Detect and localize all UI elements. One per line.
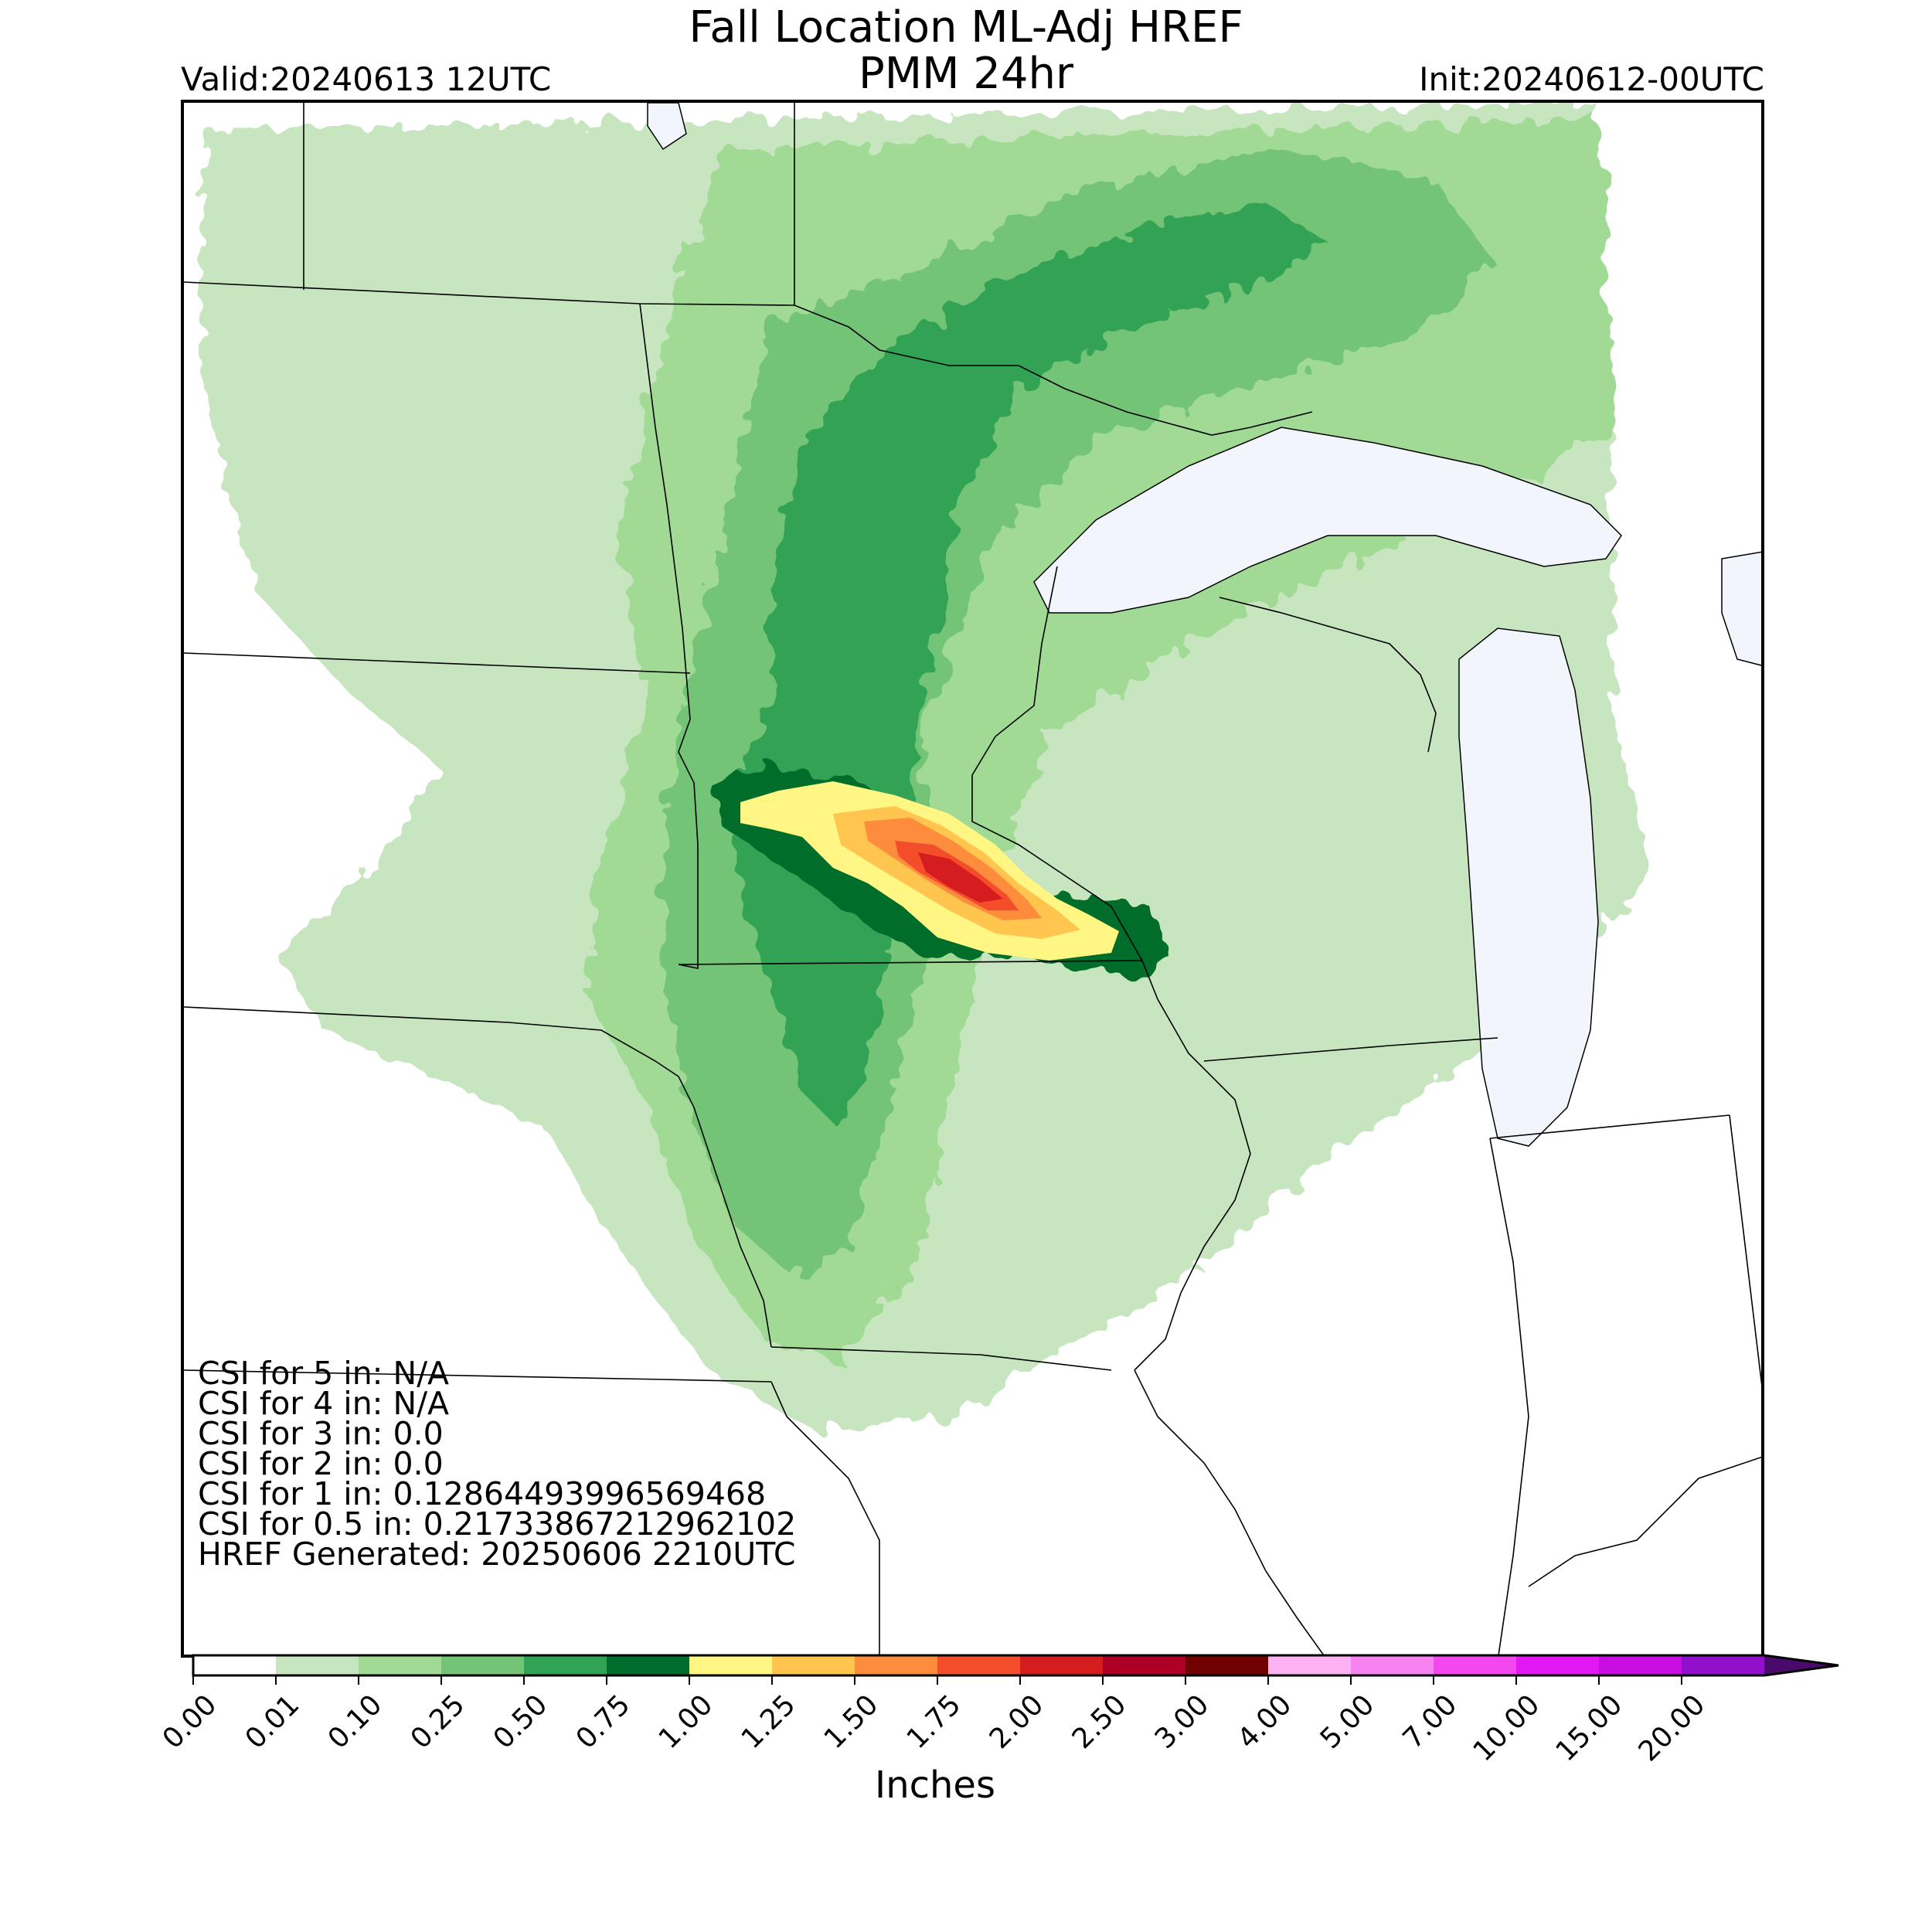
colorbar-segment	[1434, 1655, 1516, 1675]
colorbar-segment	[1268, 1655, 1351, 1675]
csi-4in: CSI for 4 in: N/A	[198, 1385, 450, 1422]
map-subtitle: PMM 24hr	[859, 49, 1073, 99]
colorbar-tick-label: 10.00	[1468, 1689, 1546, 1762]
colorbar: 0.00 0.01 0.10 0.25 0.50 0.75 1.00 1.25 1.50 1.75…	[157, 1654, 1839, 1762]
href-generated: HREF Generated: 20250606 2210UTC	[198, 1536, 796, 1573]
lake-huron-edge	[1721, 551, 1761, 666]
colorbar-tick-label: 0.01	[240, 1689, 306, 1755]
colorbar-tick-label: 1.75	[901, 1689, 968, 1755]
ia-il-border	[1134, 960, 1251, 1371]
colorbar-segment	[689, 1655, 772, 1675]
colorbar-tick-label: 0.10	[322, 1689, 389, 1755]
colorbar-segment	[524, 1655, 607, 1675]
colorbar-segment	[441, 1655, 524, 1675]
wi-mi-border	[1219, 597, 1437, 753]
colorbar-tick-label: 0.50	[488, 1689, 554, 1755]
colorbar-segment	[1351, 1655, 1434, 1675]
csi-5in: CSI for 5 in: N/A	[198, 1355, 450, 1392]
ky-border	[1528, 1456, 1761, 1587]
colorbar-segment	[1682, 1655, 1764, 1675]
colorbar-segment	[937, 1655, 1020, 1675]
csi-3in: CSI for 3 in: 0.0	[198, 1415, 444, 1452]
colorbar-segment	[1185, 1655, 1268, 1675]
us-canada-border	[184, 281, 1313, 436]
colorbar-tick-label: 3.00	[1149, 1689, 1216, 1755]
wi-il-border	[1203, 1037, 1498, 1062]
nd-mn-border	[639, 303, 691, 720]
state-borders	[184, 103, 1761, 1655]
colorbar-segment	[276, 1655, 359, 1675]
colorbar-segment	[1103, 1655, 1185, 1675]
colorbar-tick-label: 0.75	[570, 1689, 637, 1755]
colorbar-tick-label: 5.00	[1315, 1689, 1381, 1755]
colorbar-segment	[1599, 1655, 1682, 1675]
colorbar-segment	[193, 1655, 276, 1675]
colorbar-tick-label: 7.00	[1397, 1689, 1464, 1755]
csi-stats-panel: CSI for 5 in: N/A CSI for 4 in: N/A CSI …	[198, 1355, 797, 1573]
ia-west-border	[678, 1076, 772, 1348]
nd-sd-border	[184, 652, 691, 674]
map-frame	[181, 100, 1764, 1658]
colorbar-tick-label: 0.00	[157, 1689, 223, 1755]
colorbar-label: Inches	[875, 1764, 995, 1807]
il-in-border	[1489, 1138, 1529, 1655]
lakes	[647, 103, 1761, 1147]
colorbar-tick-label: 15.00	[1550, 1689, 1629, 1762]
mo-river	[770, 1381, 880, 1655]
init-time: Init:20240612-00UTC	[1419, 60, 1764, 98]
colorbar-outline	[192, 1654, 1839, 1677]
csi-1in: CSI for 1 in: 0.12864493996569468	[198, 1475, 767, 1512]
colorbar-tick-label: 1.00	[653, 1689, 719, 1755]
canada-province-line	[303, 103, 795, 305]
mn-wi-border	[971, 566, 1143, 961]
colorbar-tick-label: 2.00	[984, 1689, 1050, 1755]
colorbar-segment	[1516, 1655, 1599, 1675]
precip-band-2-00	[918, 852, 1003, 903]
colorbar-tick-label: 1.25	[736, 1689, 802, 1755]
lake-michigan	[1458, 628, 1599, 1147]
csi-2in: CSI for 2 in: 0.0	[198, 1445, 444, 1482]
colorbar-segment	[607, 1655, 689, 1675]
ne-ks-border	[184, 1369, 772, 1383]
il-river-south	[1134, 1369, 1325, 1655]
colorbar-segment	[359, 1655, 441, 1675]
precip-shading	[199, 103, 1652, 1432]
valid-time: Valid:20240613 12UTC	[181, 60, 552, 98]
colorbar-tick-label: 1.50	[818, 1689, 885, 1755]
ia-mo-border	[770, 1346, 1112, 1371]
colorbar-tick-label: 4.00	[1232, 1689, 1298, 1755]
sd-ne-border	[184, 1006, 679, 1077]
colorbar-segment	[772, 1655, 855, 1675]
lake-winnipeg-edge	[647, 103, 687, 151]
sd-mn-border	[678, 719, 699, 969]
in-oh-border	[1489, 1114, 1761, 1386]
colorbar-tick-label: 0.25	[405, 1689, 471, 1755]
precip-core	[740, 781, 1119, 961]
mn-ia-border	[678, 960, 1143, 965]
colorbar-segment	[1020, 1655, 1103, 1675]
csi-0-5in: CSI for 0.5 in: 0.21733867212962102	[198, 1505, 797, 1543]
colorbar-extend-arrow	[1764, 1655, 1838, 1675]
colorbar-segment	[855, 1655, 937, 1675]
colorbar-tick-label: 20.00	[1633, 1689, 1712, 1762]
lake-superior	[1033, 427, 1622, 614]
colorbar-tick-label: 2.50	[1066, 1689, 1133, 1755]
precipitation-map	[184, 103, 1761, 1655]
map-title: Fall Location ML-Adj HREF	[689, 2, 1243, 53]
